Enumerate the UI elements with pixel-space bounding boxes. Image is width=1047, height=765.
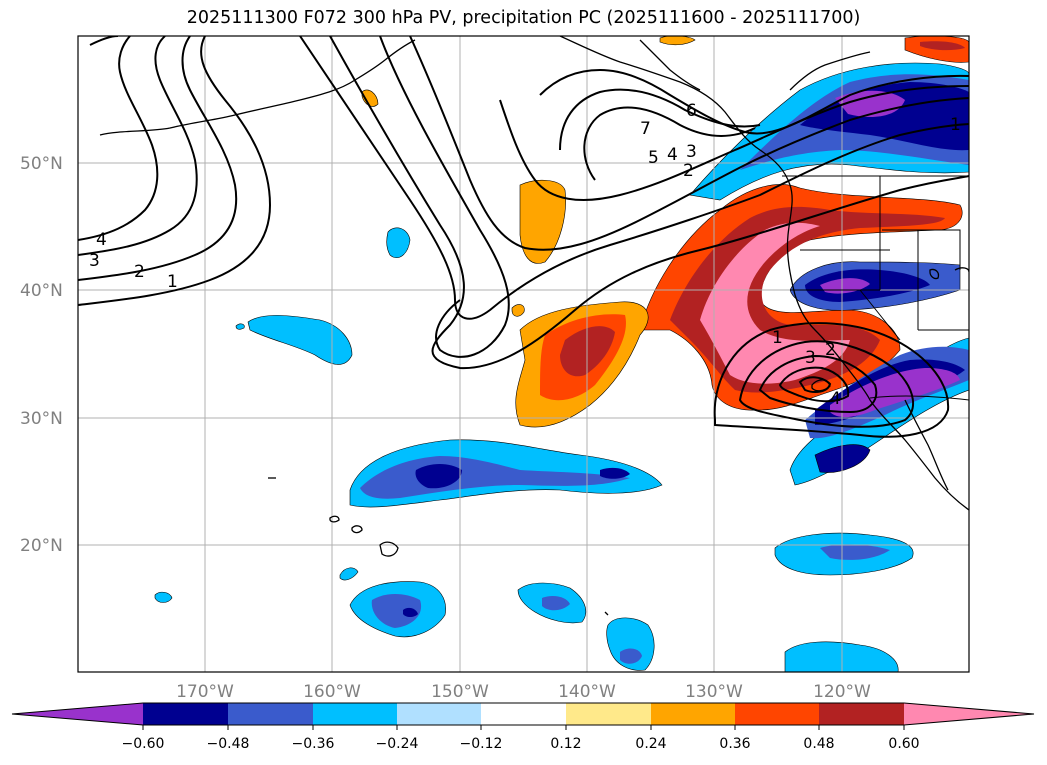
colorbar-tick-label: 0.48	[803, 736, 834, 752]
colorbar-tick-label: 0.60	[888, 736, 919, 752]
lat-labels: 50°N 40°N 30°N 20°N	[20, 154, 63, 556]
lon-label: 140°W	[558, 682, 616, 702]
colorbar: −0.60 −0.48 −0.36 −0.24 −0.12 0.12 0.24 …	[11, 702, 1035, 752]
map-frame	[77, 35, 970, 673]
pv-label: 5	[648, 148, 659, 168]
pv-label: 3	[805, 348, 816, 368]
lon-label: 160°W	[303, 682, 361, 702]
pv-label: 1	[772, 328, 783, 348]
precipitation-field	[154, 36, 969, 672]
pv-label: 1	[950, 115, 961, 135]
pv-label: 4	[830, 389, 841, 409]
pv-label: 2	[825, 340, 836, 360]
colorbar-extend-high	[904, 703, 1034, 725]
pv-contours	[78, 36, 969, 438]
colorbar-tick-label: −0.36	[292, 736, 335, 752]
pv-label: 4	[667, 145, 678, 165]
pv-label: 6	[686, 101, 697, 121]
colorbar-segment	[735, 703, 819, 725]
colorbar-segment	[819, 703, 904, 725]
lon-labels: 170°W 160°W 150°W 140°W 130°W 120°W	[176, 682, 871, 702]
colorbar-segment	[228, 703, 313, 725]
lon-label: 170°W	[176, 682, 234, 702]
lat-label: 30°N	[20, 409, 63, 429]
colorbar-segment	[566, 703, 651, 725]
colorbar-segment	[481, 703, 566, 725]
colorbar-tick-label: −0.24	[376, 736, 419, 752]
pv-label: 7	[640, 119, 651, 139]
pv-label: 2	[134, 262, 145, 282]
pv-label: 1	[167, 272, 178, 292]
colorbar-segment	[313, 703, 397, 725]
colorbar-segment	[143, 703, 228, 725]
colorbar-tick-label: −0.12	[460, 736, 503, 752]
pv-label: 3	[89, 251, 100, 271]
lon-label: 120°W	[813, 682, 871, 702]
pv-label: 2	[683, 161, 694, 181]
colorbar-tick-label: −0.60	[122, 736, 165, 752]
colorbar-tick-label: 0.12	[550, 736, 581, 752]
pv-label: 4	[96, 230, 107, 250]
map-title: 2025111300 F072 300 hPa PV, precipitatio…	[186, 8, 861, 28]
lat-label: 20°N	[20, 536, 63, 556]
colorbar-ticks	[142, 725, 905, 730]
pv-contour-labels: 4 3 2 1 7 5 4 3 2 6 1 1 3 2 4	[89, 101, 961, 409]
lon-label: 130°W	[685, 682, 743, 702]
colorbar-segment	[397, 703, 481, 725]
colorbar-tick-label: −0.48	[207, 736, 250, 752]
colorbar-tick-label: 0.36	[719, 736, 750, 752]
pv-label: 3	[686, 142, 697, 162]
lat-label: 40°N	[20, 281, 63, 301]
colorbar-extend-low	[12, 703, 143, 725]
colorbar-segment	[651, 703, 735, 725]
lat-label: 50°N	[20, 154, 63, 174]
lon-label: 150°W	[431, 682, 489, 702]
colorbar-tick-label: 0.24	[635, 736, 666, 752]
